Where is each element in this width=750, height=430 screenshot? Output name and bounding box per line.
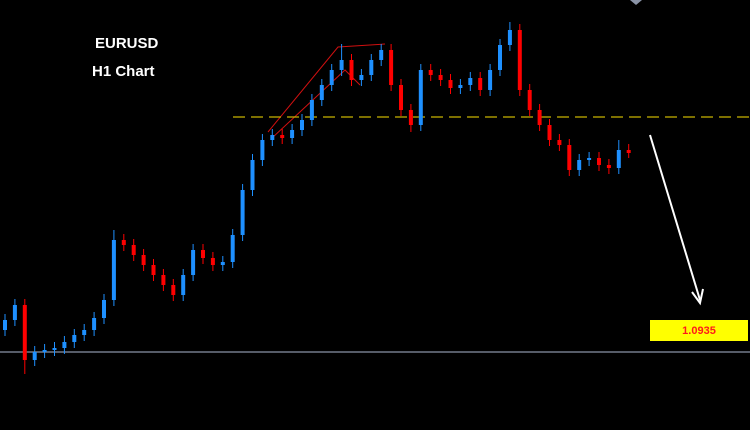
price-label-box (650, 320, 748, 341)
candle-body (577, 160, 582, 170)
candle-body (527, 90, 532, 110)
candle-body (517, 30, 522, 90)
chart-title: EURUSD (95, 35, 159, 52)
marker (630, 0, 642, 5)
candle-body (121, 240, 126, 245)
candle-body (537, 110, 542, 125)
pattern-line (271, 69, 361, 139)
arrow-head (691, 288, 704, 306)
candle-body (448, 80, 453, 88)
candle-body (369, 60, 374, 75)
candle-body (22, 305, 27, 360)
candle-body (220, 262, 225, 265)
candle-body (379, 50, 384, 60)
candle-body (408, 110, 413, 125)
candle-body (438, 75, 443, 80)
candle-body (102, 300, 106, 318)
candle-body (230, 235, 235, 262)
forecast-arrow (649, 134, 704, 306)
candle-body (319, 85, 324, 100)
candle-body (626, 150, 631, 153)
candle-body (181, 275, 186, 295)
candle-body (399, 85, 403, 110)
candle-body (171, 285, 176, 295)
pattern-drawing (267, 43, 386, 139)
candle-body (498, 45, 502, 70)
candle-body (458, 85, 463, 88)
candle-body (616, 150, 621, 168)
candle-body (329, 70, 334, 85)
candle-body (557, 140, 562, 145)
candle-body (468, 78, 473, 85)
candle-body (141, 255, 146, 265)
candle-body (201, 250, 205, 258)
candle-body (12, 305, 17, 320)
candle-body (151, 265, 156, 275)
candle-body (478, 78, 483, 90)
candle-body (349, 60, 354, 80)
candle-body (428, 70, 433, 75)
candle-body (72, 335, 77, 342)
pattern-line (267, 43, 386, 133)
candle-body (250, 160, 255, 190)
candle-body (92, 318, 97, 330)
candle-body (606, 165, 611, 168)
candle-body (309, 100, 314, 120)
price-label: 1.0935 (682, 325, 716, 337)
candle-body (290, 130, 295, 138)
candle-body (260, 140, 265, 160)
candle-body (488, 70, 493, 90)
candle-body (161, 275, 166, 285)
candle-body (270, 135, 275, 140)
candle-body (111, 240, 116, 300)
candle-body (131, 245, 136, 255)
candle-body (507, 30, 512, 45)
arrow-shaft (649, 134, 701, 301)
candle-body (210, 258, 215, 265)
candle-body (52, 348, 57, 350)
candle-body (191, 250, 196, 275)
chart-subtitle: H1 Chart (92, 63, 155, 80)
candle-body (359, 75, 364, 80)
candle-body (587, 158, 592, 160)
candle-body (300, 120, 304, 130)
candle-body (567, 145, 572, 170)
candle-body (3, 320, 7, 330)
candle-body (339, 60, 344, 70)
candle-body (547, 125, 552, 140)
candle-body (597, 158, 601, 165)
candle-body (62, 342, 67, 348)
candle-body (418, 70, 423, 125)
candle-body (42, 350, 47, 352)
candle-body (389, 50, 394, 85)
candle-body (280, 135, 285, 138)
candle-body (32, 352, 37, 360)
candle-body (82, 330, 87, 335)
candle-body (240, 190, 245, 235)
